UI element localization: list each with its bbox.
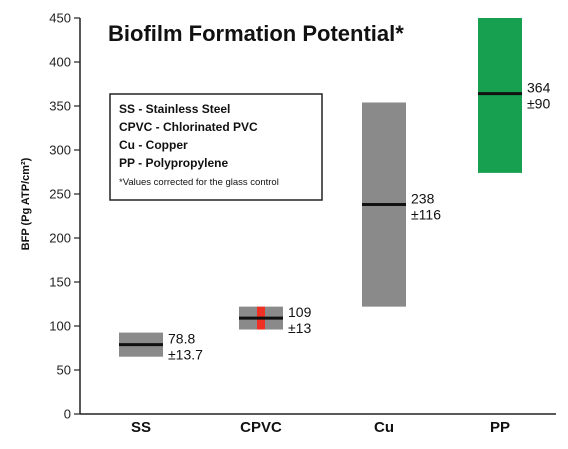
x-tick-label: Cu (374, 419, 394, 436)
sd-value-label: ±90 (527, 96, 550, 112)
sd-value-label: ±13.7 (168, 347, 203, 363)
legend-item: PP - Polypropylene (119, 156, 228, 170)
legend-item: Cu - Copper (119, 138, 188, 152)
y-tick-label: 300 (49, 143, 71, 158)
y-tick-label: 350 (49, 99, 71, 114)
x-axis: SS CPVC Cu PP (80, 413, 556, 436)
legend-item: CPVC - Chlorinated PVC (119, 120, 258, 134)
mean-value-label: 364 (527, 80, 551, 96)
y-tick-label: 250 (49, 187, 71, 202)
legend-box (109, 93, 323, 201)
x-tick-label: CPVC (240, 419, 282, 436)
legend-item: SS - Stainless Steel (119, 102, 230, 116)
y-tick-label: 450 (49, 11, 71, 26)
legend-note: *Values corrected for the glass control (119, 177, 279, 188)
range-box (478, 18, 522, 173)
mean-value-label: 238 (411, 191, 435, 207)
data-bars: 78.8±13.7 109±13 238±116 364±90 (119, 18, 551, 363)
chart-title: Biofilm Formation Potential* (108, 21, 404, 46)
mean-value-label: 109 (288, 304, 312, 320)
y-axis: 0 50 100 150 200 250 300 350 400 450 (49, 11, 81, 422)
x-tick-label: SS (131, 419, 151, 436)
y-tick-label: 100 (49, 319, 71, 334)
y-tick-label: 200 (49, 231, 71, 246)
mean-value-label: 78.8 (168, 331, 195, 347)
sd-value-label: ±13 (288, 320, 311, 336)
y-tick-label: 50 (57, 363, 71, 378)
x-tick-label: PP (490, 419, 510, 436)
sd-value-label: ±116 (411, 207, 441, 223)
y-tick-label: 150 (49, 275, 71, 290)
legend: SS - Stainless Steel CPVC - Chlorinated … (109, 93, 323, 201)
y-axis-label: BFP (Pg ATP/cm²) (20, 157, 32, 250)
y-tick-label: 400 (49, 55, 71, 70)
y-tick-label: 0 (64, 407, 71, 422)
